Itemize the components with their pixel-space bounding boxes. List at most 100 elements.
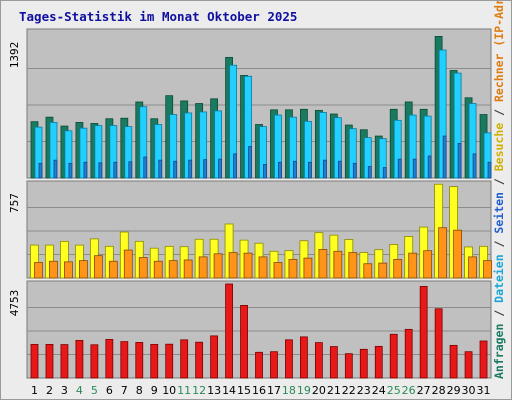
bar-kb-f-day-15 xyxy=(240,305,248,379)
legend-segment: / xyxy=(492,102,506,123)
bar-seiten-day-17 xyxy=(278,161,282,179)
bar-kb-f-day-24 xyxy=(374,345,383,379)
day-label-7: 7 xyxy=(121,384,128,397)
bar-kb-f-day-11 xyxy=(180,339,189,379)
chart-title: Tages-Statistik im Monat Oktober 2025 xyxy=(19,9,297,24)
day-label-21: 21 xyxy=(327,384,341,397)
bar-kb-f-day-19 xyxy=(300,336,308,379)
bar-seiten-day-10 xyxy=(173,160,178,179)
bar-dateien-day-3 xyxy=(64,130,73,179)
bar-rechner-day-5 xyxy=(93,255,103,279)
legend-segment: Anfragen xyxy=(492,324,506,379)
bar-kb-f-day-30 xyxy=(464,351,473,379)
day-label-16: 16 xyxy=(252,384,266,397)
day-label-31: 31 xyxy=(477,384,491,397)
day-label-13: 13 xyxy=(207,384,221,397)
bar-rechner-day-24 xyxy=(378,262,388,279)
bar-rechner-day-29 xyxy=(453,229,462,279)
bar-kb-f-day-10 xyxy=(165,343,174,379)
day-label-15: 15 xyxy=(237,384,251,397)
bar-kb-f-day-27 xyxy=(419,286,428,379)
day-label-27: 27 xyxy=(417,384,431,397)
bar-dateien-day-14 xyxy=(229,64,237,179)
day-label-14: 14 xyxy=(222,384,236,397)
legend-segment: Besuche xyxy=(492,123,506,172)
day-label-28: 28 xyxy=(432,384,446,397)
bar-seiten-day-22 xyxy=(352,162,357,179)
day-label-12: 12 xyxy=(192,384,206,397)
bar-kb-f-day-2 xyxy=(45,343,54,379)
bar-seiten-day-3 xyxy=(68,162,73,179)
day-label-24: 24 xyxy=(372,384,386,397)
bar-kb-f-day-13 xyxy=(210,335,219,379)
bar-rechner-day-28 xyxy=(438,227,448,279)
bar-dateien-day-18 xyxy=(289,116,297,179)
bar-dateien-day-21 xyxy=(333,117,342,179)
bar-dateien-day-7 xyxy=(124,126,133,179)
bar-rechner-day-3 xyxy=(64,261,73,279)
bar-kb-f-day-31 xyxy=(479,340,488,379)
bar-kb-f-day-29 xyxy=(449,344,458,379)
bar-seiten-day-23 xyxy=(367,166,372,179)
bar-kb-f-day-20 xyxy=(314,342,323,379)
bar-seiten-day-1 xyxy=(38,162,43,179)
bar-seiten-day-15 xyxy=(248,146,252,179)
bar-dateien-day-8 xyxy=(139,106,148,179)
day-label-1: 1 xyxy=(31,384,38,397)
bar-dateien-day-12 xyxy=(199,111,208,179)
day-label-17: 17 xyxy=(267,384,281,397)
day-label-11: 11 xyxy=(177,384,191,397)
bar-dateien-day-6 xyxy=(109,125,118,179)
bar-dateien-day-11 xyxy=(184,112,193,179)
day-label-25: 25 xyxy=(387,384,401,397)
bar-kb-f-day-9 xyxy=(150,343,159,379)
bar-rechner-day-2 xyxy=(49,260,58,279)
bar-rechner-day-15 xyxy=(243,252,253,279)
bar-dateien-day-9 xyxy=(154,124,163,179)
right-legend: Anfragen / Dateien / Seiten / Besuche / … xyxy=(492,1,506,379)
bar-kb-f-day-6 xyxy=(105,339,114,379)
bar-rechner-day-1 xyxy=(34,262,43,279)
bar-rechner-day-27 xyxy=(423,250,433,279)
bar-seiten-day-13 xyxy=(218,158,223,179)
day-labels: 1 2 3 4 5 6 7 8 9 10 11 12 13 14 15 16 17 18 19 20 21 22 23 24 2… xyxy=(31,384,491,397)
bar-kb-f-day-4 xyxy=(75,340,84,379)
bar-dateien-day-28 xyxy=(438,49,447,179)
bar-kb-f-day-7 xyxy=(120,341,129,379)
bar-kb-f-day-21 xyxy=(329,346,338,379)
bar-seiten-day-12 xyxy=(203,159,208,179)
bar-kb-f-day-3 xyxy=(60,344,69,379)
bar-seiten-day-21 xyxy=(337,160,342,179)
bar-seiten-day-9 xyxy=(158,159,163,179)
day-label-8: 8 xyxy=(136,384,143,397)
bar-dateien-day-26 xyxy=(408,114,417,179)
bar-dateien-day-22 xyxy=(348,128,357,179)
bar-seiten-day-4 xyxy=(83,161,88,179)
day-label-5: 5 xyxy=(91,384,98,397)
bar-rechner-day-8 xyxy=(138,257,148,279)
bar-dateien-day-2 xyxy=(49,122,58,179)
bar-dateien-day-19 xyxy=(304,120,312,179)
bar-seiten-day-28 xyxy=(442,135,447,179)
bar-dateien-day-29 xyxy=(453,72,462,179)
bar-seiten-day-19 xyxy=(308,161,312,179)
day-label-20: 20 xyxy=(312,384,326,397)
chart-panel-top: 1392 xyxy=(8,28,492,179)
bar-kb-f-day-17 xyxy=(270,351,278,379)
bar-seiten-day-2 xyxy=(53,159,58,179)
bar-rechner-day-14 xyxy=(228,252,238,279)
bar-kb-f-day-12 xyxy=(195,341,204,379)
legend-segment: / xyxy=(492,303,506,324)
bar-dateien-day-23 xyxy=(363,137,372,179)
bar-rechner-day-31 xyxy=(483,260,492,279)
y-axis-max-label: 4753 xyxy=(8,290,21,317)
y-axis-max-label: 1392 xyxy=(8,42,21,69)
bar-rechner-day-9 xyxy=(153,260,163,279)
bar-kb-f-day-14 xyxy=(225,283,233,379)
bar-rechner-day-13 xyxy=(213,253,223,279)
bar-seiten-day-8 xyxy=(143,156,148,179)
bar-rechner-day-21 xyxy=(333,250,343,279)
bar-seiten-day-26 xyxy=(412,158,417,179)
